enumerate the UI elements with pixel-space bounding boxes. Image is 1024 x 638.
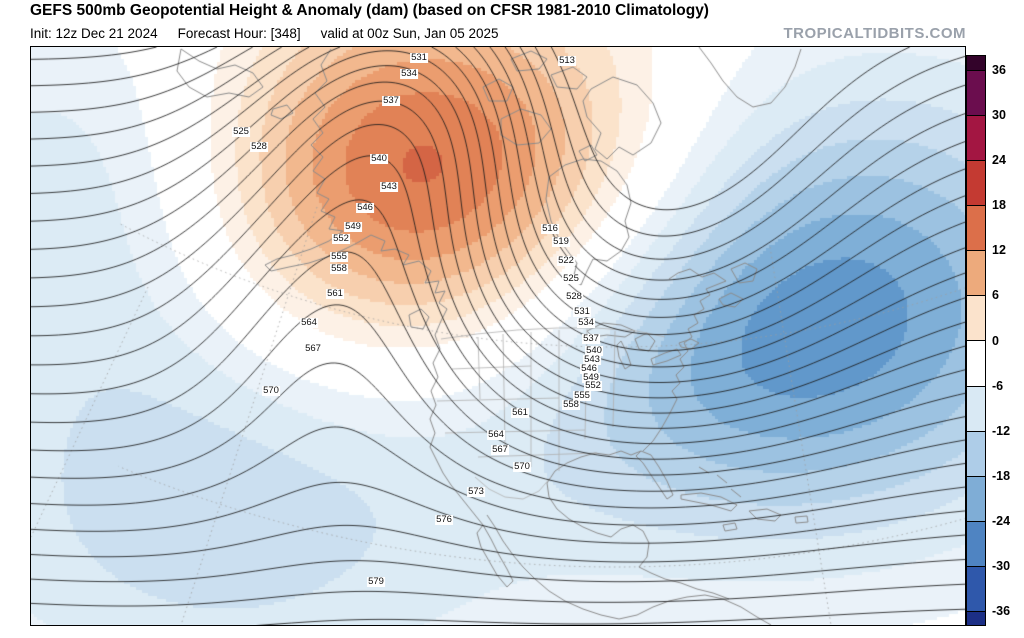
colorbar-segment xyxy=(967,114,985,160)
colorbar-tick-label: -30 xyxy=(992,559,1011,574)
map-frame: 525 528 531 534 537 540 543 546 549 552 555 558 561 5… xyxy=(30,46,966,626)
forecast-hour-label: Forecast Hour: [348] xyxy=(177,26,301,41)
colorbar-tick-label: 30 xyxy=(992,107,1006,122)
colorbar-tick-label: -12 xyxy=(992,423,1011,438)
init-time-label: Init: 12z Dec 21 2024 xyxy=(30,26,158,41)
colorbar-segment xyxy=(967,430,985,476)
colorbar-tick-label: -24 xyxy=(992,514,1011,529)
colorbar-segment xyxy=(967,611,985,625)
map-title: GEFS 500mb Geopotential Height & Anomaly… xyxy=(30,2,709,19)
watermark-link[interactable]: TROPICALTIDBITS.COM xyxy=(783,25,966,42)
colorbar-tick-label: 36 xyxy=(992,62,1006,77)
colorbar-segment xyxy=(967,295,985,341)
weather-map-canvas xyxy=(31,47,965,625)
header-subrow: Init: 12z Dec 21 2024 Forecast Hour: [348… xyxy=(30,25,966,42)
colorbar-segment xyxy=(967,340,985,386)
colorbar-tick-label: -18 xyxy=(992,468,1011,483)
colorbar-segment xyxy=(967,475,985,522)
colorbar-segment xyxy=(967,69,985,115)
colorbar-tick-label: -36 xyxy=(992,604,1011,619)
colorbar-bar xyxy=(966,55,986,626)
colorbar-tick-label: -6 xyxy=(992,378,1004,393)
colorbar-segment xyxy=(967,385,985,431)
colorbar-segment xyxy=(967,205,985,251)
colorbar-segment xyxy=(967,566,985,612)
colorbar-segment xyxy=(967,56,985,70)
valid-time-label: valid at 00z Sun, Jan 05 2025 xyxy=(320,26,499,41)
colorbar-segment xyxy=(967,250,985,296)
colorbar-tick-label: 18 xyxy=(992,198,1006,213)
colorbar-tick-label: 24 xyxy=(992,152,1006,167)
colorbar-tick-label: 0 xyxy=(992,333,999,348)
anomaly-colorbar: 36 30 24 18 12 6 0 -6 -12 -18 -24 -30 -36 xyxy=(966,55,1024,630)
colorbar-segment xyxy=(967,521,985,567)
colorbar-tick-label: 12 xyxy=(992,243,1006,258)
init-line: Init: 12z Dec 21 2024 Forecast Hour: [348… xyxy=(30,26,519,41)
colorbar-segment xyxy=(967,159,985,206)
colorbar-tick-label: 6 xyxy=(992,288,999,303)
